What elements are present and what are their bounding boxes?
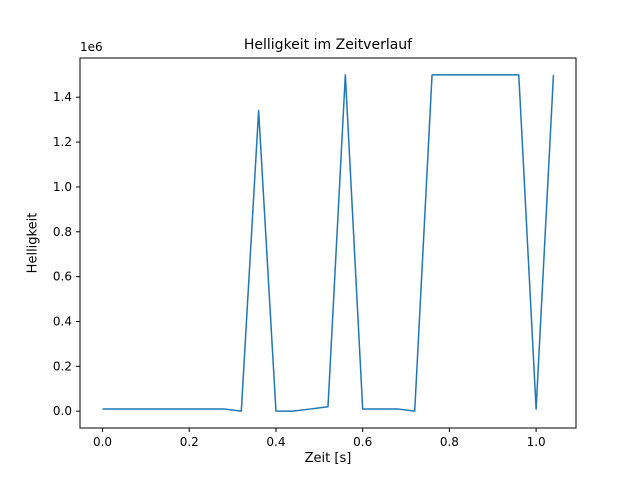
y-tick-label: 0.8 [53, 225, 72, 239]
y-tick-label: 1.2 [53, 135, 72, 149]
y-tick-label: 0.0 [53, 404, 72, 418]
y-tick-label: 1.0 [53, 180, 72, 194]
chart-title: Helligkeit im Zeitverlauf [243, 37, 413, 53]
y-tick-label: 1.4 [53, 90, 72, 104]
x-tick-label: 0.4 [266, 435, 285, 449]
y-axis-offset-text: 1e6 [80, 40, 103, 54]
x-tick-label: 0.2 [180, 435, 199, 449]
x-tick-label: 0.8 [440, 435, 459, 449]
y-tick-label: 0.4 [53, 314, 72, 328]
x-axis-label: Zeit [s] [304, 451, 352, 466]
y-axis-label: Helligkeit [25, 212, 41, 274]
x-tick-label: 0.0 [93, 435, 112, 449]
x-tick-label: 1.0 [527, 435, 546, 449]
x-tick-label: 0.6 [353, 435, 372, 449]
y-tick-label: 0.2 [53, 359, 72, 373]
data-line [102, 74, 555, 412]
plot-border [79, 57, 577, 429]
y-tick-label: 0.6 [53, 270, 72, 284]
